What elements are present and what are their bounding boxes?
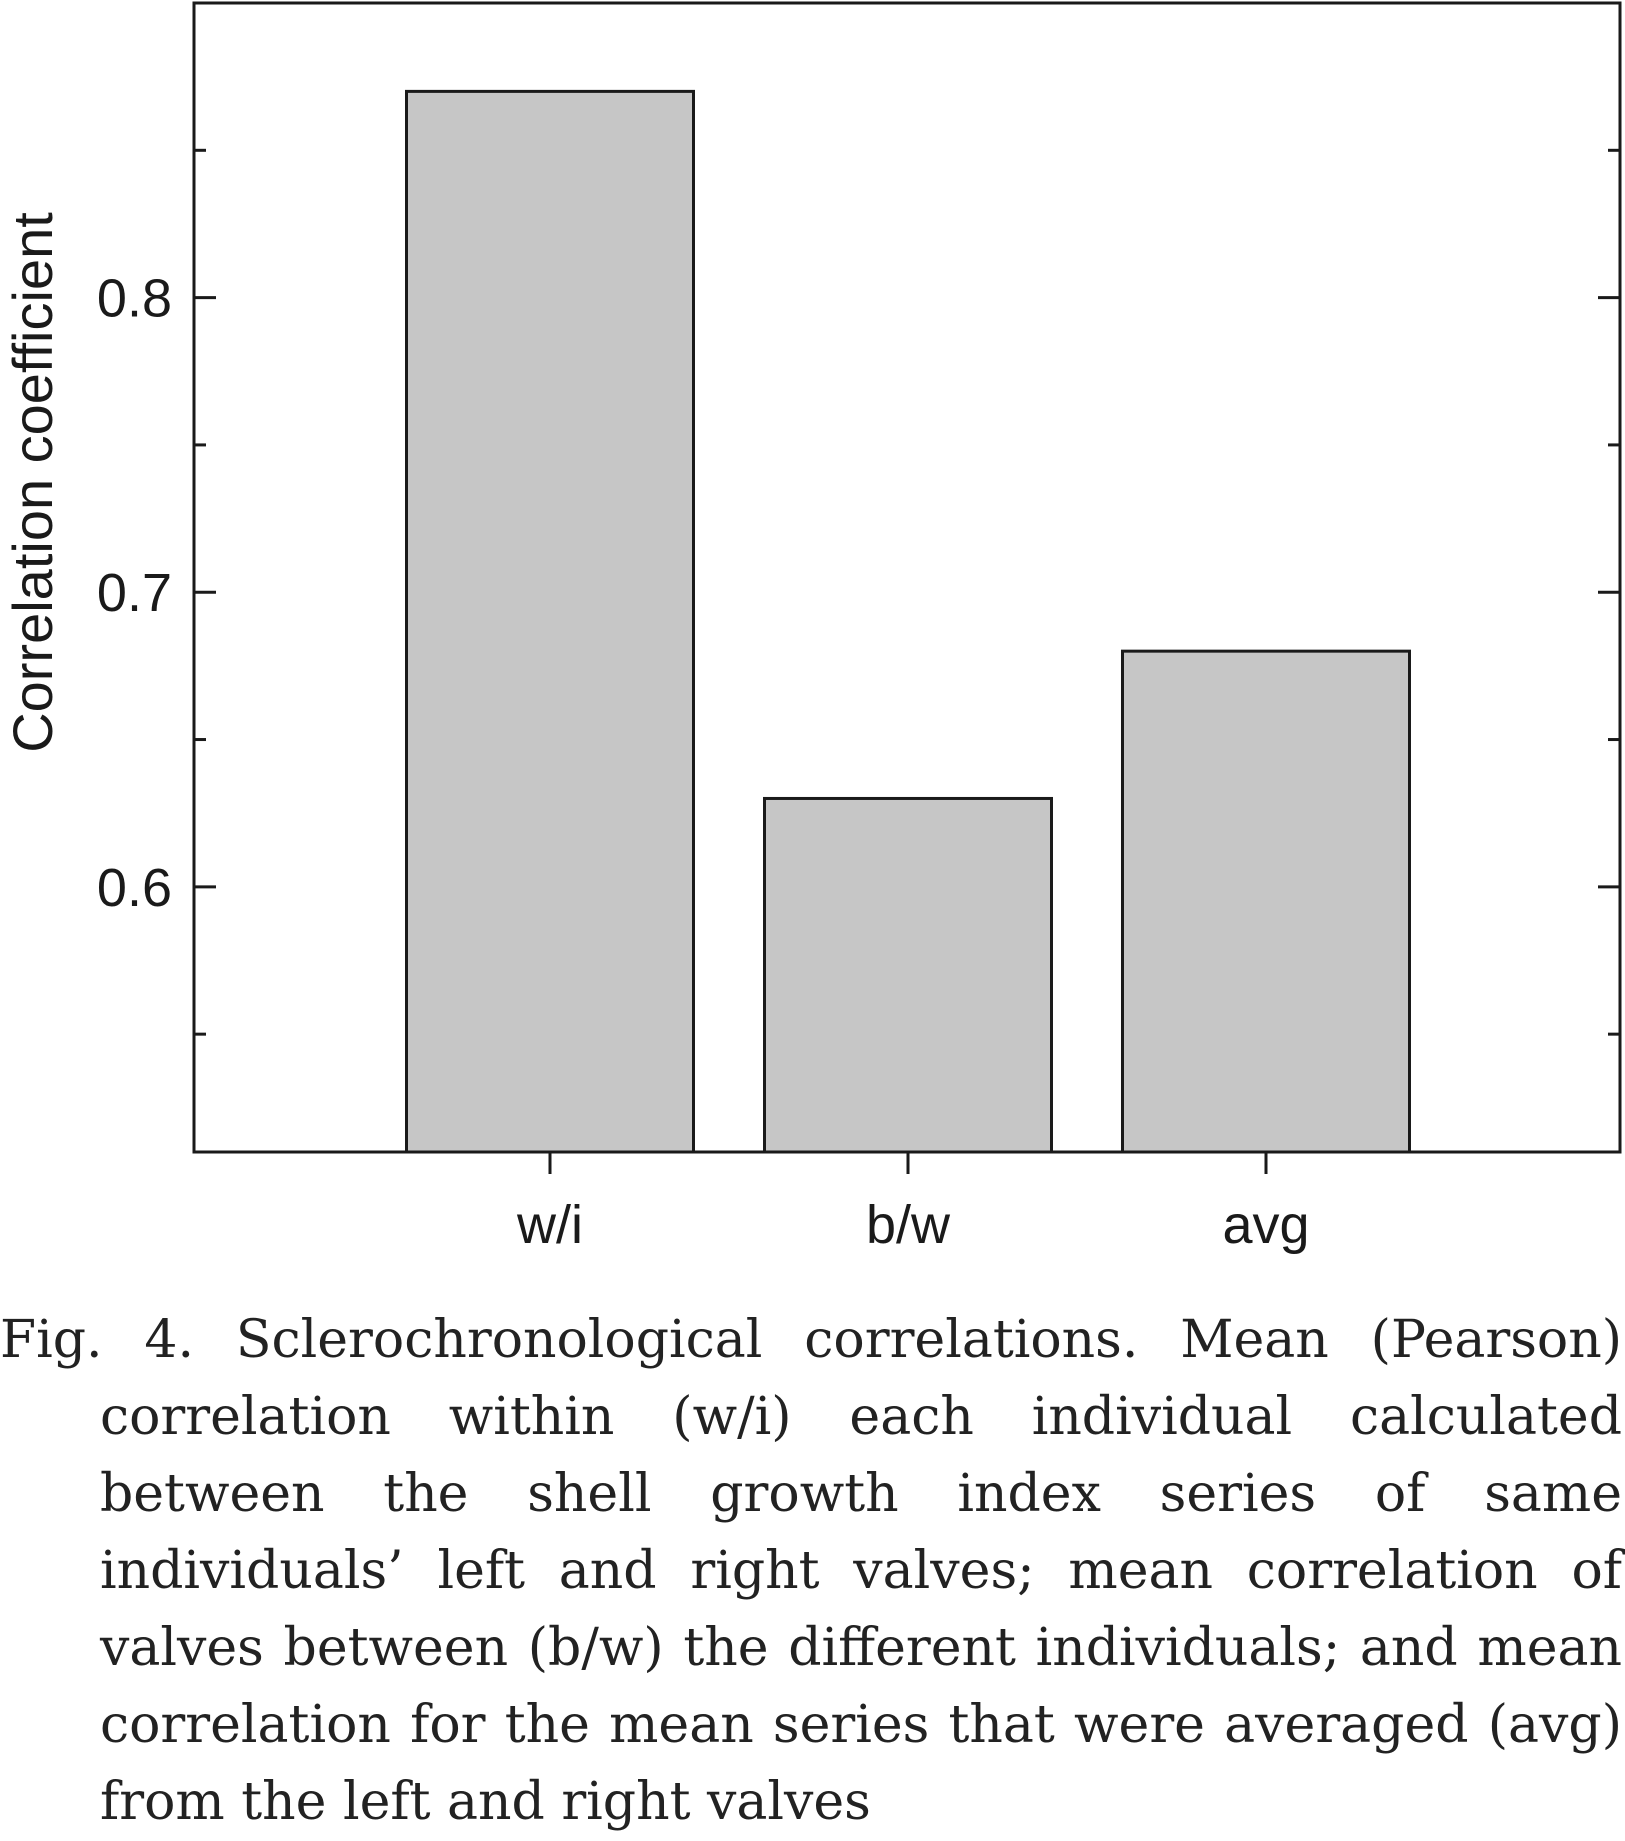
y-tick-label: 0.7 [97, 563, 172, 623]
bar-wi [405, 89, 695, 1154]
figure-caption: Fig. 4. Sclerochronological correlations… [0, 1310, 1622, 1832]
y-tick-label: 0.8 [97, 269, 172, 329]
x-tick-label: b/w [866, 1195, 951, 1255]
bar-bw [763, 796, 1053, 1154]
y-axis-label: Correlation coefficient [1, 212, 64, 753]
bar-chart: 0.6 0.7 0.8 w/i b/w avg Correlation coefficie… [1, 1, 1622, 1255]
x-tick-label: avg [1222, 1195, 1309, 1255]
plot-frame [192, 1, 1622, 1154]
ticks-group: 0.6 0.7 0.8 w/i b/w avg [97, 148, 1620, 1255]
bar-avg [1121, 649, 1411, 1154]
bars-group [405, 89, 1411, 1154]
y-tick-label: 0.6 [97, 858, 172, 918]
x-tick-label: w/i [516, 1195, 583, 1255]
